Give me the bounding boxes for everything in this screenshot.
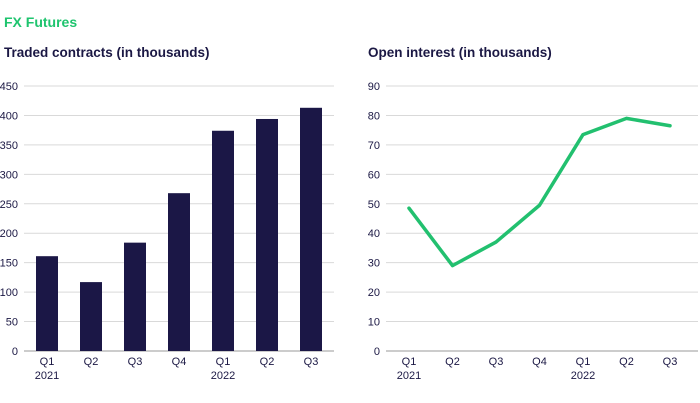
line-chart-xtick-label: Q3 (663, 356, 678, 368)
line-chart-xtick-label: Q2 (619, 356, 634, 368)
line-chart-ytick-label: 20 (368, 287, 380, 299)
bar-chart-ytick-label: 0 (12, 346, 18, 358)
bar-chart-xtick-label: Q3 (304, 356, 319, 368)
line-point (625, 116, 628, 120)
line-chart-year-label: 2022 (571, 370, 595, 382)
bar-chart-year-label: 2022 (211, 370, 235, 382)
line-chart-ytick-label: 90 (368, 81, 380, 93)
bar-chart-year-label: 2021 (35, 370, 59, 382)
bar-chart-ytick-label: 50 (6, 317, 18, 329)
bar (212, 130, 234, 351)
bar-chart-xtick-label: Q1 (40, 356, 55, 368)
bar-chart-ytick-label: 450 (0, 81, 18, 93)
bar-chart-xtick-label: Q1 (216, 356, 231, 368)
line-chart-ytick-label: 70 (368, 140, 380, 152)
bar-chart-xtick-label: Q2 (260, 356, 275, 368)
bar-chart-ytick-label: 250 (0, 199, 18, 211)
bar-chart-ytick-label: 100 (0, 287, 18, 299)
line-chart-xtick-label: Q2 (445, 356, 460, 368)
page-title: FX Futures (4, 14, 78, 30)
line-point (581, 133, 585, 137)
line-chart-ytick-label: 40 (368, 228, 380, 240)
line-point (668, 124, 672, 128)
bar-chart-title: Traded contracts (in thousands) (4, 45, 210, 60)
bar (124, 242, 146, 351)
bar-chart-xtick-label: Q4 (172, 356, 187, 368)
bar-chart-ytick-label: 150 (0, 258, 18, 270)
bar-chart-ytick-label: 400 (0, 110, 18, 122)
line-chart-ytick-label: 0 (374, 346, 380, 358)
line-chart-xtick-label: Q1 (402, 356, 417, 368)
line-chart-xtick-label: Q3 (489, 356, 504, 368)
bar-chart-xtick-label: Q2 (84, 356, 99, 368)
line-chart-year-label: 2021 (397, 370, 421, 382)
line-chart-ytick-label: 50 (368, 199, 380, 211)
line-chart-ytick-label: 60 (368, 169, 380, 181)
bar-chart-xtick-label: Q3 (128, 356, 143, 368)
line-chart-ytick-label: 80 (368, 110, 380, 122)
bar (36, 256, 58, 351)
bar-chart-ytick-label: 350 (0, 140, 18, 152)
line-chart-xtick-label: Q4 (532, 356, 547, 368)
open-interest-line (407, 116, 672, 268)
line-chart-ytick-label: 10 (368, 317, 380, 329)
bar-chart-ytick-label: 300 (0, 169, 18, 181)
line-chart-ytick-label: 30 (368, 258, 380, 270)
bar (80, 282, 102, 351)
line-chart-title: Open interest (in thousands) (368, 45, 552, 60)
bar (300, 107, 322, 352)
line-chart-xtick-label: Q1 (576, 356, 591, 368)
bar-chart-ytick-label: 200 (0, 228, 18, 240)
line-point (538, 203, 541, 207)
line-point (494, 240, 498, 244)
line-point (451, 264, 454, 268)
line-point (407, 206, 411, 210)
bar (256, 118, 278, 351)
bar (168, 193, 190, 351)
